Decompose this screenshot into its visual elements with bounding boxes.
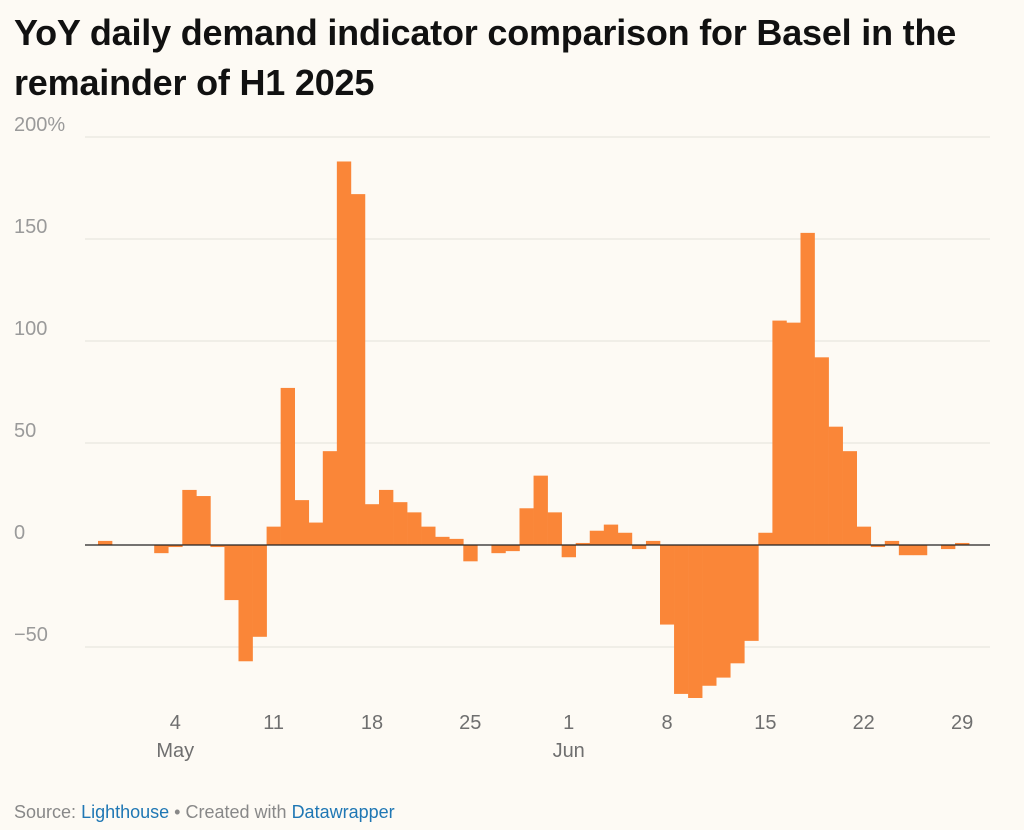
x-tick-label: 1 (563, 712, 574, 734)
x-tick-label: 22 (853, 712, 875, 734)
x-tick-label: 18 (361, 712, 383, 734)
bar-jun-10 (702, 545, 717, 686)
bar-may-29 (533, 475, 548, 545)
bar-jun-25 (912, 545, 928, 556)
bar-may-5 (196, 496, 211, 545)
bar-may-10 (266, 526, 281, 545)
bar-may-12 (294, 500, 310, 545)
bar-jun-9 (688, 545, 703, 698)
bar-jun-7 (660, 545, 675, 625)
x-tick-label: 4 (170, 712, 181, 734)
bar-may-18 (379, 489, 394, 545)
bar-may-21 (421, 526, 436, 545)
bar-jun-6 (645, 540, 661, 545)
bar-jun-4 (617, 532, 633, 545)
bar-may-28 (519, 508, 534, 545)
bar-may-30 (547, 512, 562, 545)
x-tick-label: 29 (951, 712, 973, 734)
bar-may-24 (463, 545, 478, 562)
bar-may-16 (350, 194, 366, 545)
bar-jun-24 (898, 545, 914, 556)
bar-may-9 (252, 545, 267, 637)
bar-jun-8 (674, 545, 689, 694)
bar-may-6 (210, 545, 225, 548)
axes: 200% 150 100 50 0 −50 4 May 11 18 25 1 Jun 8 15 22 29 (14, 114, 990, 762)
y-tick-label: 200% (14, 114, 65, 136)
bars (98, 161, 970, 698)
bar-jun-19 (828, 426, 843, 545)
x-tick-label: 11 (263, 712, 284, 734)
bar-may-20 (407, 512, 422, 545)
x-tick-label: 25 (459, 712, 481, 734)
bar-jun-23 (884, 540, 900, 545)
bar-jun-22 (870, 545, 886, 548)
bar-chart: 200% 150 100 50 0 −50 4 May 11 18 25 1 Jun 8 15 22 29 (14, 114, 990, 762)
bar-may-19 (393, 502, 408, 545)
y-tick-label: 50 (14, 420, 36, 442)
footer: Source: Lighthouse • Created with Datawr… (14, 802, 395, 823)
bar-jun-2 (589, 530, 605, 545)
y-tick-label: −50 (14, 624, 48, 646)
bar-may-13 (308, 522, 324, 545)
bar-may-14 (322, 451, 338, 545)
bar-may-15 (336, 161, 352, 546)
x-tick-label: 8 (661, 712, 672, 734)
bar-jun-3 (603, 524, 619, 545)
x-tick-label: 15 (754, 712, 776, 734)
created-with-label: Created with (185, 802, 287, 822)
bar-may-3 (168, 545, 183, 548)
bar-jun-17 (800, 232, 815, 545)
x-month-label: Jun (553, 740, 585, 762)
source-link[interactable]: Lighthouse (81, 802, 170, 822)
bar-jun-13 (744, 545, 759, 641)
bar-may-4 (182, 489, 197, 545)
bar-may-27 (505, 545, 520, 552)
datawrapper-link[interactable]: Datawrapper (291, 802, 395, 822)
bar-may-26 (491, 545, 506, 554)
gridlines (85, 136, 990, 648)
bar-jun-21 (856, 526, 872, 545)
bar-may-23 (449, 538, 464, 545)
bar-jun-28 (955, 542, 970, 545)
bar-may-31 (561, 545, 576, 558)
bar-jun-1 (575, 542, 591, 545)
bar-may-22 (435, 536, 450, 545)
y-tick-label: 150 (14, 216, 47, 238)
bar-jun-11 (716, 545, 731, 678)
bar-may-7 (224, 545, 239, 601)
y-tick-label: 0 (14, 522, 25, 544)
bar-jun-27 (941, 545, 956, 550)
bar-may-11 (280, 387, 295, 545)
footer-separator: • (174, 802, 181, 822)
chart-title: YoY daily demand indicator comparison fo… (14, 12, 957, 103)
bar-jun-12 (730, 545, 745, 664)
bar-may-8 (238, 545, 253, 662)
bar-apr-28 (98, 540, 113, 545)
x-month-label: May (156, 740, 194, 762)
bar-jun-14 (758, 532, 773, 545)
source-label: Source: (14, 802, 77, 822)
bar-may-2 (154, 545, 169, 554)
bar-jun-16 (786, 322, 801, 545)
bar-jun-5 (631, 545, 647, 550)
bar-may-17 (364, 504, 380, 545)
bar-jun-20 (842, 451, 857, 545)
bar-jun-18 (814, 357, 829, 545)
bar-jun-15 (772, 320, 787, 545)
y-tick-label: 100 (14, 318, 47, 340)
